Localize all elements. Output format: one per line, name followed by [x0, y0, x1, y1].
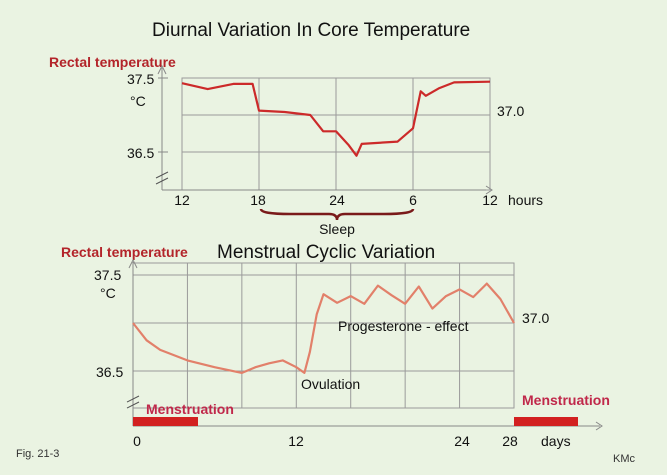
menstrual-x-tick-0: 0: [133, 433, 141, 449]
menstrual-x-axis-arrow: [595, 421, 603, 431]
diurnal-chart: Diurnal Variation In Core Temperature Re…: [49, 20, 543, 237]
diurnal-y-tick-high: 37.5: [127, 71, 154, 87]
menstrual-grid: [126, 258, 603, 431]
menstrual-chart: Menstrual Cyclic Variation Rectal temper…: [61, 242, 610, 449]
menstrual-axis-break: [126, 395, 140, 409]
diurnal-grid: [155, 64, 493, 195]
diurnal-x-tick-12-end: 12: [482, 192, 498, 208]
menstrual-x-tick-24: 24: [454, 433, 470, 449]
menstrual-series: [132, 282, 515, 374]
menstrual-x-unit: days: [541, 433, 571, 449]
sleep-label: Sleep: [319, 221, 355, 237]
menstrual-x-tick-28: 28: [502, 433, 518, 449]
menstruation-bar-end: [514, 417, 578, 426]
diurnal-series: [181, 80, 491, 157]
diurnal-x-tick-6: 6: [409, 192, 417, 208]
menstrual-y-unit: °C: [100, 285, 116, 301]
menstrual-x-tick-12: 12: [288, 433, 304, 449]
diurnal-y-unit: °C: [130, 93, 146, 109]
menstruation-bar-start: [133, 417, 198, 426]
author-credit: KMc: [613, 453, 636, 465]
menstruation-label-end: Menstruation: [522, 392, 610, 408]
menstrual-chart-title: Menstrual Cyclic Variation: [217, 242, 435, 263]
diurnal-x-tick-12: 12: [174, 192, 190, 208]
diurnal-x-tick-24: 24: [329, 192, 345, 208]
menstruation-label-start: Menstruation: [146, 401, 234, 417]
diurnal-y-axis-arrow: [157, 64, 167, 75]
menstrual-y-tick-high: 37.5: [94, 267, 121, 283]
diurnal-x-unit: hours: [508, 192, 543, 208]
menstrual-temperature-line: [132, 282, 515, 374]
figure-number: Fig. 21-3: [16, 448, 59, 460]
diurnal-chart-title: Diurnal Variation In Core Temperature: [152, 20, 470, 41]
diurnal-y-tick-low: 36.5: [127, 145, 154, 161]
diurnal-axis-break: [155, 171, 169, 185]
menstrual-y-tick-low: 36.5: [96, 364, 123, 380]
menstrual-y-axis-arrow: [128, 258, 138, 269]
menstrual-y-axis-label: Rectal temperature: [61, 244, 188, 260]
ovulation-label: Ovulation: [301, 376, 360, 392]
sleep-brace: [259, 208, 415, 221]
progesterone-label: Progesterone - effect: [338, 318, 469, 334]
menstrual-right-label: 37.0: [522, 310, 549, 326]
diurnal-x-axis-arrow: [485, 185, 493, 195]
diurnal-x-tick-18: 18: [250, 192, 266, 208]
diurnal-temperature-line: [181, 80, 491, 157]
diurnal-right-label: 37.0: [497, 103, 524, 119]
diurnal-y-axis-label: Rectal temperature: [49, 54, 176, 70]
